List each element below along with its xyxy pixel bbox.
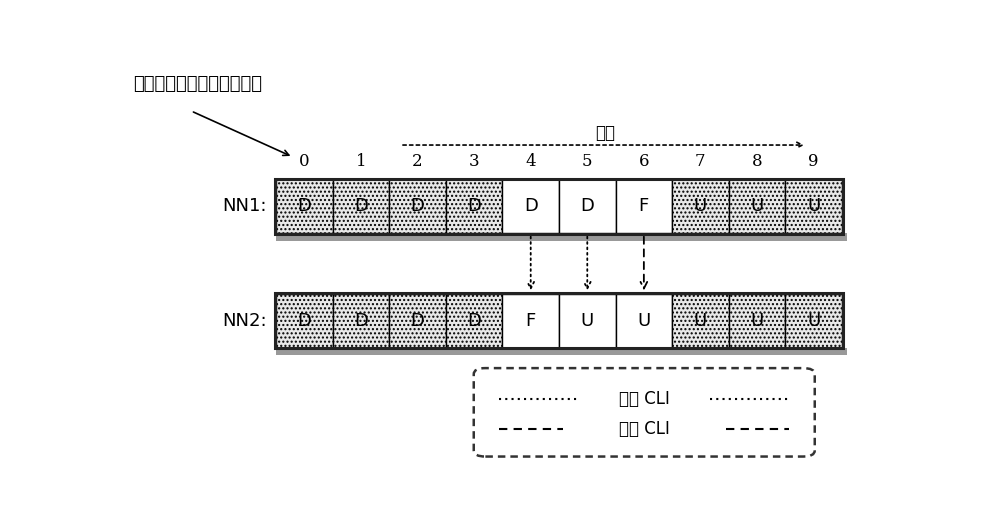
- Bar: [616, 294, 672, 348]
- Text: NN1:: NN1:: [222, 197, 267, 216]
- Text: 潜在 CLI: 潜在 CLI: [619, 420, 670, 438]
- Text: 2: 2: [412, 153, 423, 170]
- FancyBboxPatch shape: [474, 368, 815, 457]
- Text: D: D: [297, 197, 311, 216]
- Text: D: D: [354, 312, 368, 330]
- Text: F: F: [526, 312, 536, 330]
- Bar: [729, 294, 785, 348]
- Text: 半个无线电帧中的时隙索引: 半个无线电帧中的时隙索引: [133, 75, 262, 93]
- Text: U: U: [807, 197, 820, 216]
- Text: 0: 0: [299, 153, 310, 170]
- Text: D: D: [467, 197, 481, 216]
- Text: 时间: 时间: [596, 124, 616, 142]
- Text: D: D: [580, 197, 594, 216]
- Text: D: D: [354, 197, 368, 216]
- Text: F: F: [639, 197, 649, 216]
- Bar: [276, 348, 847, 355]
- Text: 8: 8: [752, 153, 762, 170]
- Text: U: U: [637, 312, 650, 330]
- Bar: [672, 179, 729, 233]
- Text: 5: 5: [582, 153, 593, 170]
- Bar: [446, 294, 502, 348]
- Bar: [276, 179, 333, 233]
- Text: U: U: [807, 312, 820, 330]
- Text: NN2:: NN2:: [222, 312, 267, 330]
- Bar: [276, 233, 847, 241]
- Bar: [785, 179, 842, 233]
- Bar: [502, 294, 559, 348]
- Bar: [333, 294, 389, 348]
- Bar: [275, 179, 843, 234]
- Text: D: D: [467, 312, 481, 330]
- Bar: [729, 179, 785, 233]
- Text: U: U: [581, 312, 594, 330]
- Text: D: D: [524, 197, 538, 216]
- Text: U: U: [750, 312, 764, 330]
- Text: 7: 7: [695, 153, 706, 170]
- Bar: [559, 179, 616, 233]
- Text: 6: 6: [639, 153, 649, 170]
- Bar: [276, 294, 333, 348]
- Text: 4: 4: [525, 153, 536, 170]
- Bar: [446, 179, 502, 233]
- Bar: [389, 179, 446, 233]
- Text: U: U: [750, 197, 764, 216]
- Text: 9: 9: [808, 153, 819, 170]
- Bar: [559, 294, 616, 348]
- Bar: [333, 179, 389, 233]
- Bar: [672, 294, 729, 348]
- Text: 3: 3: [469, 153, 479, 170]
- Bar: [275, 293, 843, 348]
- Text: D: D: [411, 197, 424, 216]
- Text: 1: 1: [356, 153, 366, 170]
- Bar: [502, 179, 559, 233]
- Text: U: U: [694, 197, 707, 216]
- Text: 始终 CLI: 始终 CLI: [619, 389, 670, 408]
- Text: D: D: [297, 312, 311, 330]
- Bar: [389, 294, 446, 348]
- Text: U: U: [694, 312, 707, 330]
- Bar: [616, 179, 672, 233]
- Text: D: D: [411, 312, 424, 330]
- Bar: [785, 294, 842, 348]
